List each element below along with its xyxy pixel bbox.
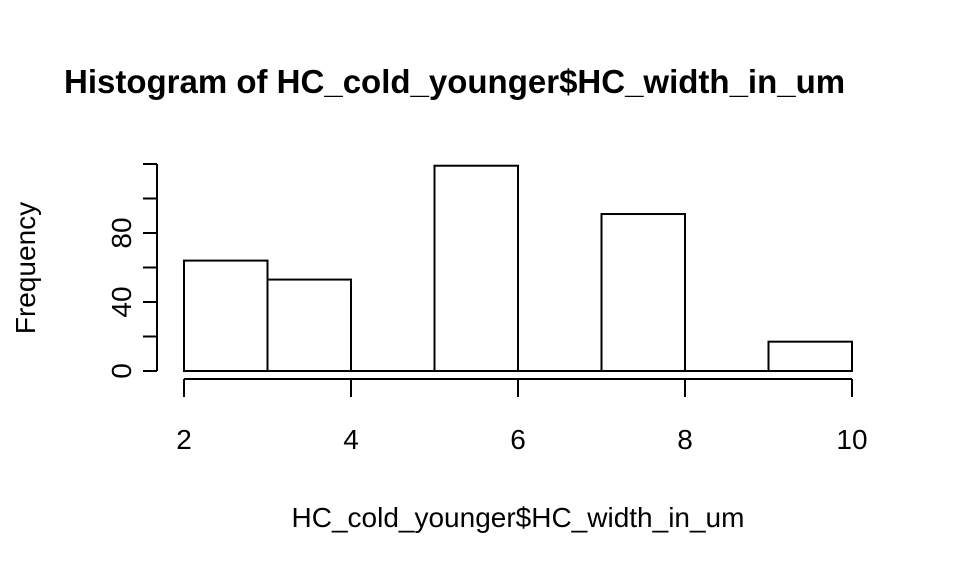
x-tick-label: 8: [677, 424, 693, 455]
y-axis: 0 40 80: [106, 163, 158, 379]
y-tick-label: 80: [106, 217, 137, 248]
histogram-bar: [183, 259, 269, 373]
x-axis: 2 4 6 8 10: [176, 378, 868, 455]
x-tick-label: 4: [343, 424, 359, 455]
x-tick-label: 10: [836, 424, 867, 455]
y-axis-title: Frequency: [10, 202, 41, 334]
chart-title: Histogram of HC_cold_younger$HC_width_in…: [64, 63, 845, 100]
histogram-bar: [266, 278, 352, 373]
bars-group: [183, 164, 853, 373]
histogram-bar: [600, 213, 686, 372]
x-axis-title: HC_cold_younger$HC_width_in_um: [292, 502, 745, 533]
x-tick-label: 2: [176, 424, 192, 455]
y-tick-label: 40: [106, 286, 137, 317]
y-tick-label: 0: [106, 363, 137, 379]
x-tick-label: 6: [510, 424, 526, 455]
histogram-bar: [767, 340, 853, 372]
histogram-bar: [433, 164, 519, 372]
